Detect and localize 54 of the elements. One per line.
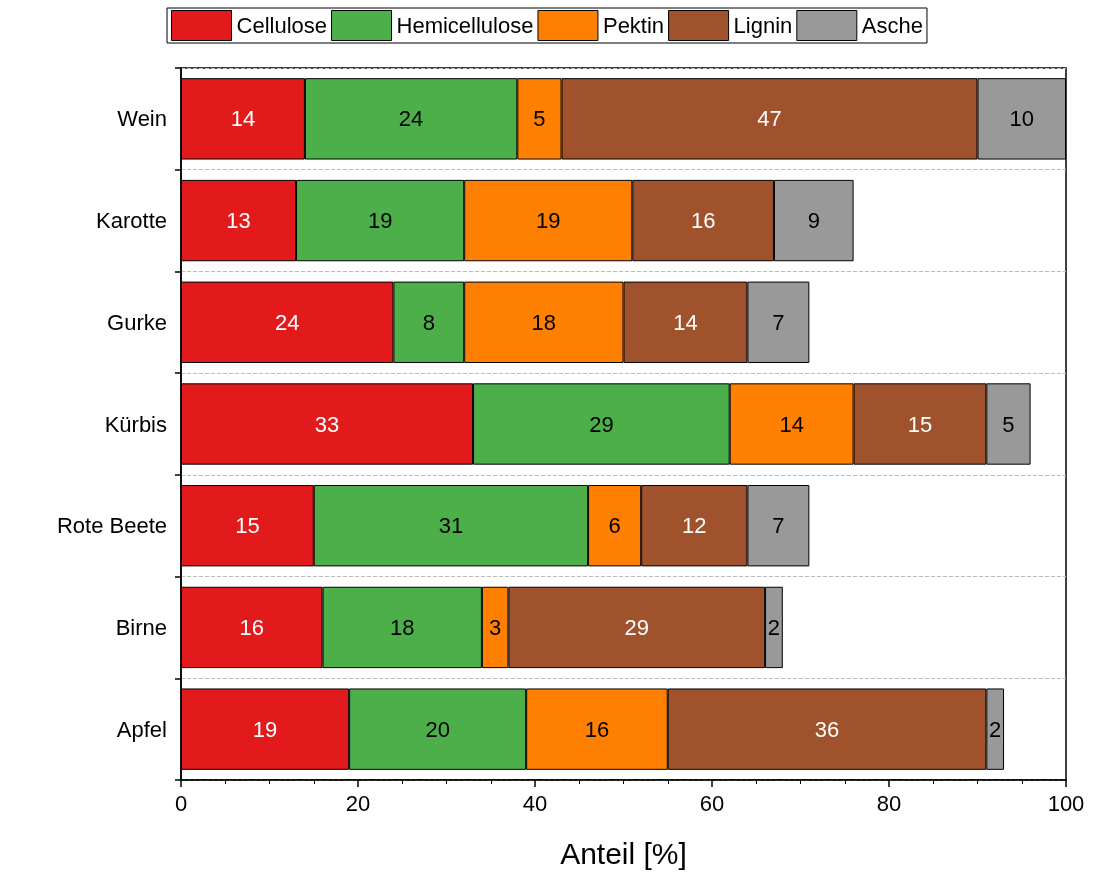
data-label: 18	[390, 614, 415, 640]
data-label: 31	[438, 513, 464, 539]
data-label: 12	[682, 513, 707, 539]
data-label: 15	[907, 411, 933, 437]
y-tick-label: Karotte	[96, 208, 167, 234]
y-tick-label: Birne	[115, 614, 167, 640]
data-label: 3	[489, 614, 502, 640]
data-label: 19	[536, 208, 561, 234]
data-label: 47	[757, 106, 782, 132]
data-label: 15	[235, 513, 260, 539]
data-label: 6	[608, 513, 621, 539]
x-tick-label: 80	[876, 790, 902, 816]
data-label: 24	[398, 106, 424, 132]
data-label: 5	[1002, 411, 1015, 437]
y-tick-label: Rote Beete	[56, 513, 167, 539]
data-label: 29	[589, 411, 614, 437]
data-label: 19	[367, 208, 393, 234]
legend-label: Cellulose	[236, 13, 328, 38]
data-label: 33	[314, 411, 340, 437]
data-label: 16	[584, 716, 610, 742]
data-label: 24	[274, 309, 300, 335]
data-label: 14	[673, 309, 698, 335]
y-tick-label: Wein	[117, 106, 167, 132]
x-tick-label: 100	[1047, 790, 1085, 816]
y-tick-label: Kürbis	[104, 411, 167, 437]
data-label: 16	[690, 208, 716, 234]
data-label: 29	[624, 614, 650, 640]
legend-label: Asche	[861, 13, 923, 38]
data-label: 19	[252, 716, 278, 742]
x-tick-label: 0	[174, 790, 188, 816]
legend-label: Hemicellulose	[396, 13, 534, 38]
legend-label: Pektin	[602, 13, 665, 38]
x-tick-label: 40	[522, 790, 548, 816]
data-label: 10	[1009, 106, 1034, 132]
x-axis-title: Anteil [%]	[560, 836, 687, 870]
data-label: 9	[807, 208, 820, 234]
data-label: 16	[239, 614, 265, 640]
y-tick-label: Gurke	[107, 309, 167, 335]
y-tick-label: Apfel	[116, 716, 167, 742]
data-label: 36	[814, 716, 840, 742]
data-label: 14	[230, 106, 256, 132]
data-label: 13	[226, 208, 251, 234]
legend-label: Lignin	[733, 13, 793, 38]
data-label: 7	[772, 309, 785, 335]
x-tick-label: 20	[345, 790, 371, 816]
data-label: 14	[779, 411, 804, 437]
data-label: 20	[425, 716, 450, 742]
data-label: 8	[422, 309, 435, 335]
x-tick-label: 60	[699, 790, 725, 816]
data-label: 7	[772, 513, 785, 539]
data-label: 5	[533, 106, 546, 132]
data-label: 2	[767, 614, 781, 640]
data-label: 18	[531, 309, 557, 335]
data-label: 2	[989, 716, 1002, 742]
